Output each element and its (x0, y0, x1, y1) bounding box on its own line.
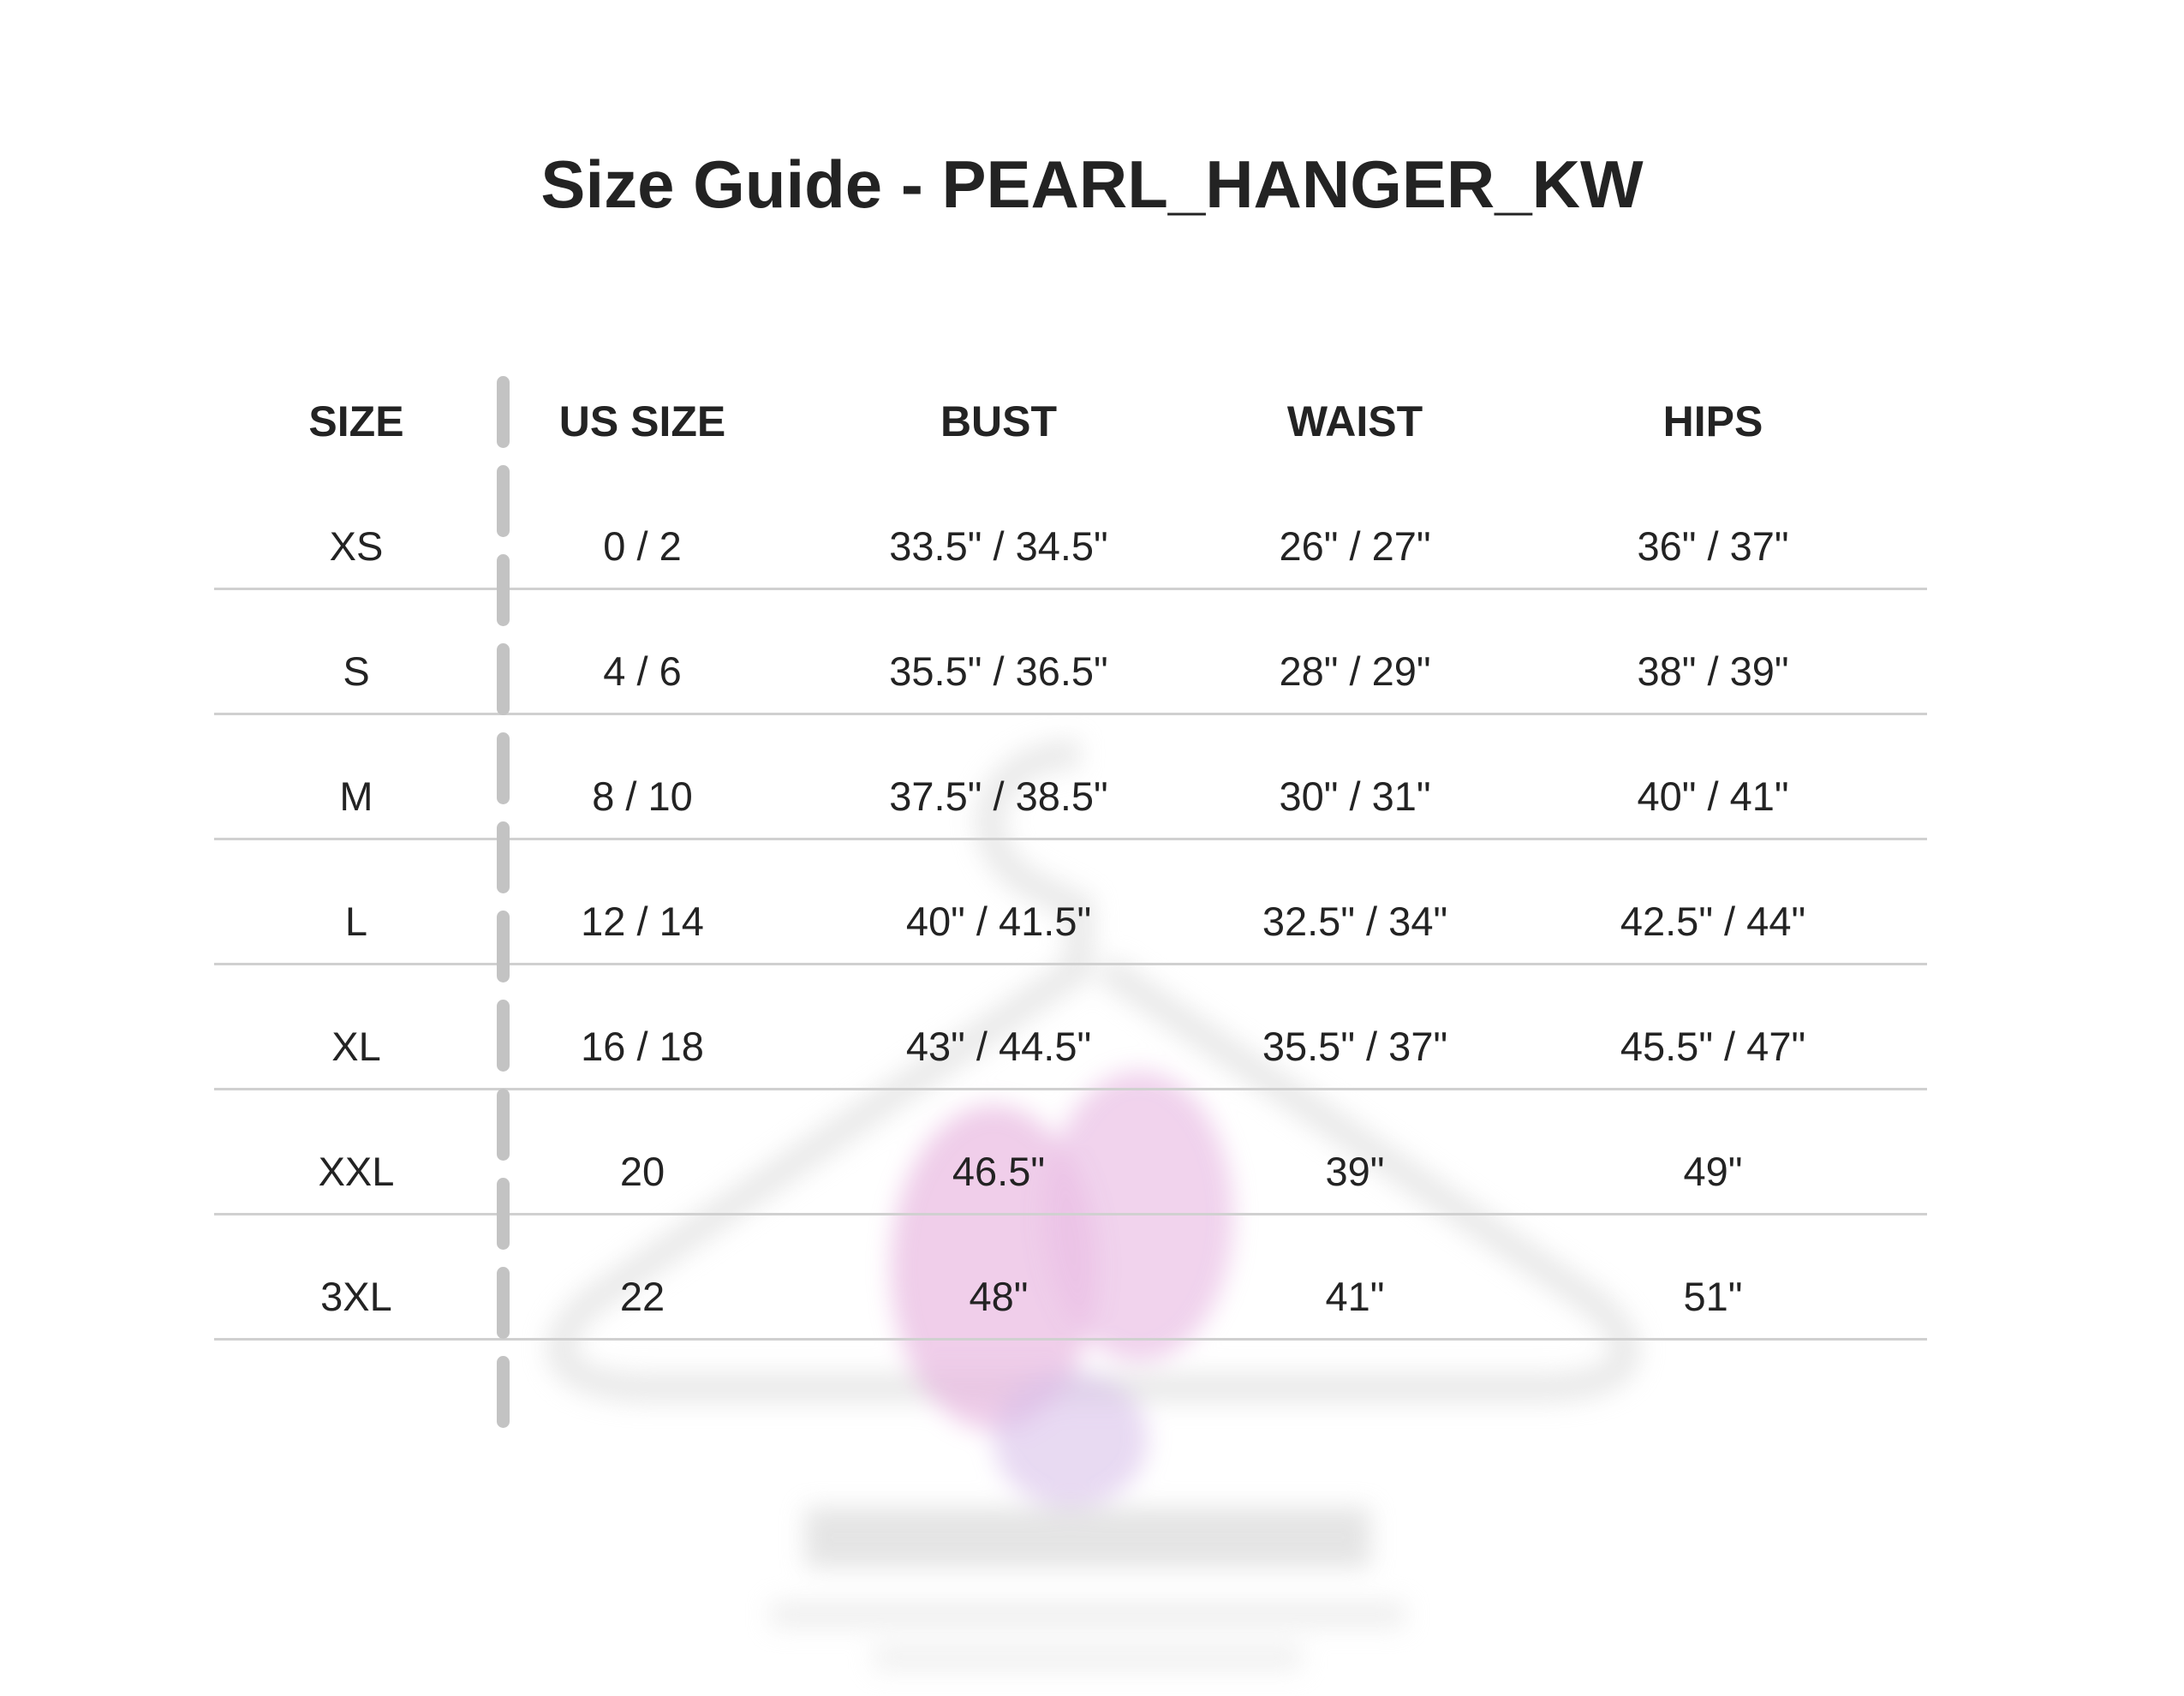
column-divider-dash (497, 732, 510, 804)
header-size: SIZE (308, 397, 404, 445)
row-divider (214, 1213, 1927, 1215)
cell-hips: 36" / 37" (1637, 523, 1789, 569)
cell-waist: 39" (1325, 1149, 1385, 1194)
cell-waist: 35.5" / 37" (1262, 1024, 1448, 1069)
cell-size: L (344, 899, 368, 944)
cell-bust: 43" / 44.5" (905, 1024, 1092, 1069)
row-divider (214, 963, 1927, 965)
header-hips: HIPS (1662, 397, 1763, 445)
header-bust: BUST (940, 397, 1058, 445)
cell-hips: 45.5" / 47" (1620, 1024, 1806, 1069)
row-divider (214, 1338, 1927, 1341)
cell-waist: 30" / 31" (1279, 773, 1431, 819)
cell-bust: 35.5" / 36.5" (889, 648, 1108, 694)
cell-hips: 40" / 41" (1637, 773, 1789, 819)
cell-waist: 26" / 27" (1279, 523, 1431, 569)
cell-size: XL (331, 1024, 381, 1069)
cell-bust: 37.5" / 38.5" (889, 773, 1108, 819)
cell-size: XS (329, 523, 384, 569)
cell-us-size: 8 / 10 (592, 773, 693, 819)
column-divider-dash (497, 376, 510, 448)
cell-bust: 33.5" / 34.5" (889, 523, 1108, 569)
cell-waist: 41" (1325, 1274, 1385, 1319)
page-title: Size Guide - PEARL_HANGER_KW (540, 146, 1644, 222)
row-divider (214, 838, 1927, 840)
cell-size: 3XL (320, 1274, 392, 1319)
cell-hips: 42.5" / 44" (1620, 899, 1806, 944)
cell-size: S (343, 648, 370, 694)
cell-hips: 38" / 39" (1637, 648, 1789, 694)
cell-bust: 48" (969, 1274, 1029, 1319)
cell-us-size: 20 (619, 1149, 665, 1194)
column-divider-dash (497, 1178, 510, 1250)
cell-hips: 49" (1683, 1149, 1743, 1194)
cell-bust: 40" / 41.5" (905, 899, 1092, 944)
column-divider-dash (497, 1356, 510, 1428)
column-divider-dash (497, 465, 510, 537)
cell-us-size: 0 / 2 (603, 523, 682, 569)
cell-us-size: 16 / 18 (581, 1024, 704, 1069)
cell-hips: 51" (1683, 1274, 1743, 1319)
cell-bust: 46.5" (952, 1149, 1046, 1194)
cell-size: XXL (318, 1149, 395, 1194)
column-divider-dash (497, 911, 510, 982)
column-divider-dash (497, 643, 510, 715)
hanger-logo-watermark (546, 739, 1641, 1670)
row-divider (214, 588, 1927, 590)
column-divider-dash (497, 821, 510, 893)
cell-us-size: 22 (619, 1274, 665, 1319)
row-divider (214, 713, 1927, 715)
cell-waist: 32.5" / 34" (1262, 899, 1448, 944)
row-divider (214, 1088, 1927, 1090)
column-divider-dash (497, 1267, 510, 1339)
column-divider-dash (497, 1000, 510, 1072)
column-divider-dash (497, 1089, 510, 1161)
header-us-size: US SIZE (558, 397, 726, 445)
cell-waist: 28" / 29" (1279, 648, 1431, 694)
cell-us-size: 4 / 6 (603, 648, 682, 694)
header-waist: WAIST (1286, 397, 1423, 445)
column-divider-dash (497, 554, 510, 626)
cell-us-size: 12 / 14 (581, 899, 704, 944)
cell-size: M (339, 773, 373, 819)
